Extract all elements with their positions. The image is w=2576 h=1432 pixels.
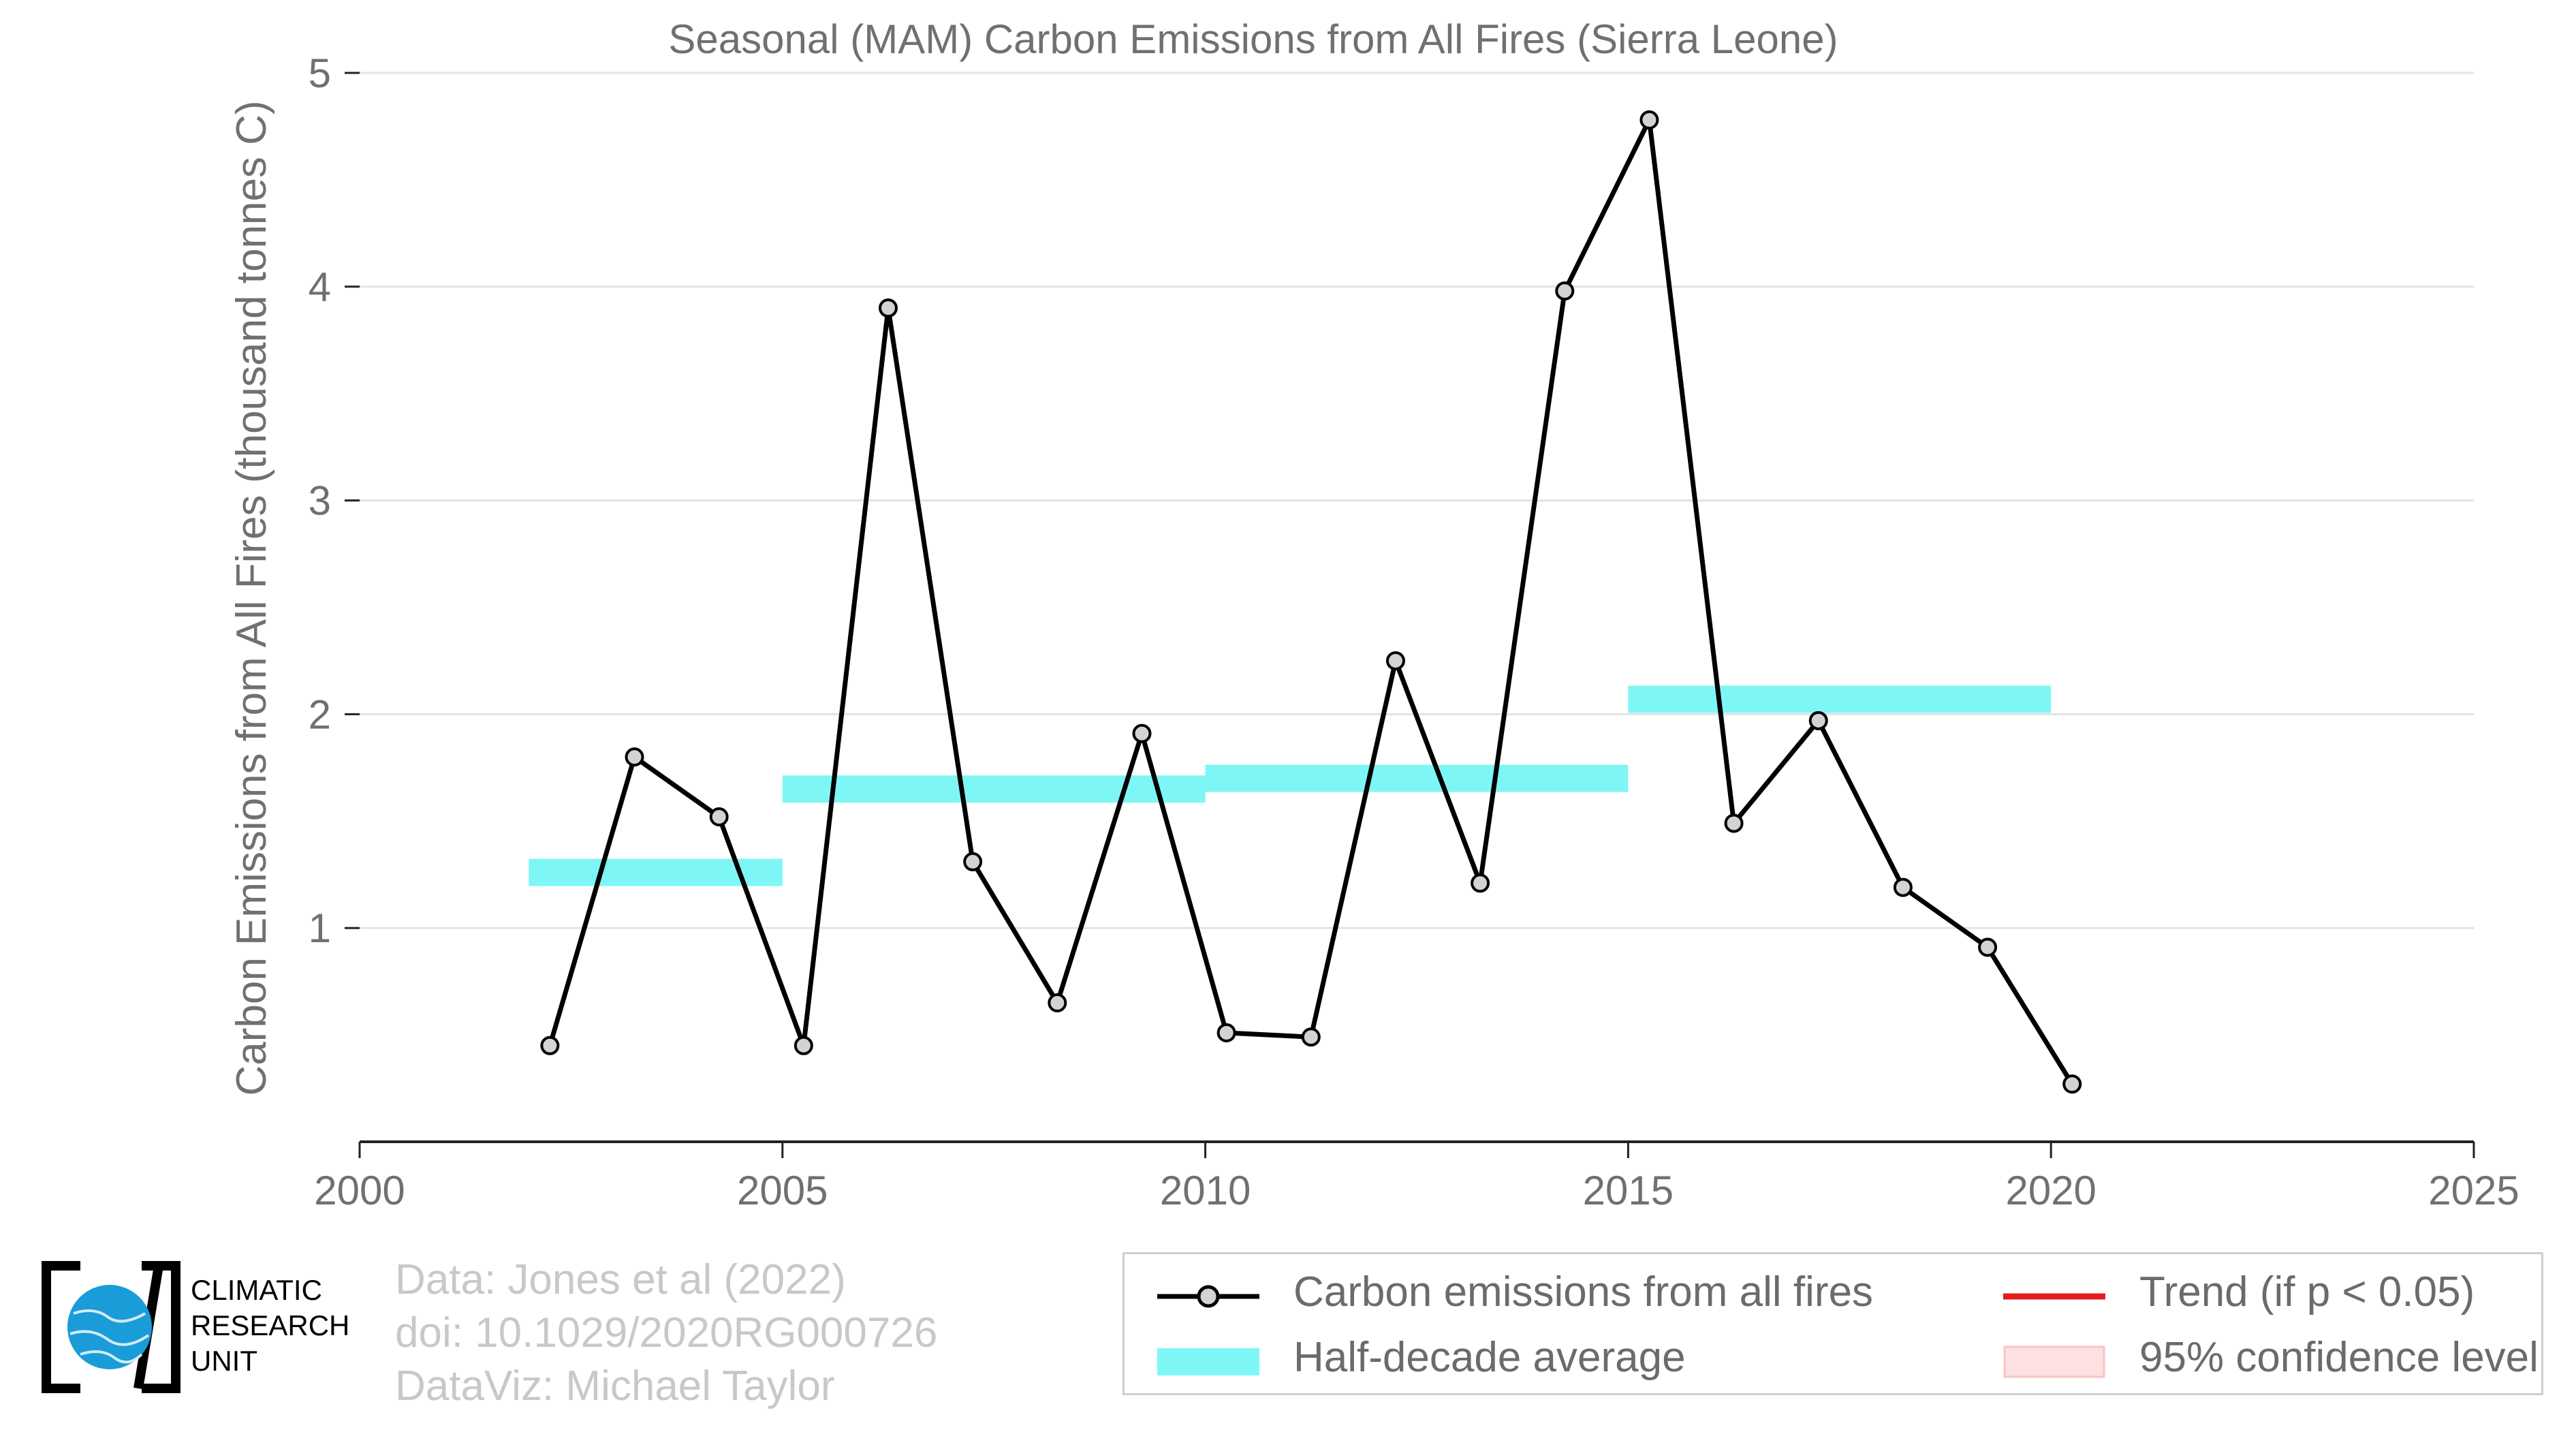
bar-legend-icon xyxy=(1157,1341,1259,1375)
emissions-data-point xyxy=(1385,651,1405,670)
axes: 1 2 3 4 5 2000 2005 2010 2015 2020 2025 xyxy=(309,50,2519,1213)
trend-line-legend-icon xyxy=(2003,1275,2105,1309)
emissions-data-point xyxy=(794,1036,813,1055)
legend-item-emissions: Carbon emissions from all fires xyxy=(1157,1268,1873,1316)
credit-doi: doi: 10.1029/2020RG000726 xyxy=(395,1309,938,1356)
legend-item-confidence: 95% confidence level xyxy=(2003,1333,2539,1382)
x-tick-label: 2005 xyxy=(737,1168,828,1213)
x-tick-label: 2015 xyxy=(1583,1168,1674,1213)
emissions-data-point xyxy=(963,852,983,871)
cru-logo-text: CLIMATIC RESEARCH UNIT xyxy=(191,1273,349,1379)
emissions-data-point xyxy=(1471,873,1490,893)
emissions-data-point xyxy=(540,1036,560,1055)
y-axis-label: Carbon Emissions from All Fires (thousan… xyxy=(228,100,275,1095)
x-tick-label: 2010 xyxy=(1160,1168,1251,1213)
emissions-series xyxy=(540,110,2082,1094)
emissions-data-point xyxy=(1893,877,1913,897)
emissions-data-point xyxy=(1724,813,1744,833)
logo-line-1: CLIMATIC xyxy=(191,1274,322,1306)
chart-title: Seasonal (MAM) Carbon Emissions from All… xyxy=(668,16,1838,62)
cru-logo xyxy=(40,1259,183,1395)
emissions-data-point xyxy=(1978,937,1998,957)
emissions-data-point xyxy=(1048,993,1067,1013)
legend-item-trend: Trend (if p < 0.05) xyxy=(2003,1268,2475,1316)
y-tick-label: 3 xyxy=(309,478,331,524)
credit-dataviz: DataViz: Michael Taylor xyxy=(395,1363,835,1410)
grid-lines xyxy=(360,72,2474,929)
logo-line-3: UNIT xyxy=(191,1345,257,1377)
y-tick-label: 5 xyxy=(309,50,331,96)
half-decade-average-bar xyxy=(782,775,1206,803)
data-credits: Data: Jones et al (2022) doi: 10.1029/20… xyxy=(395,1254,937,1413)
x-tick-label: 2020 xyxy=(2005,1168,2096,1213)
emissions-data-point xyxy=(879,298,898,318)
emissions-data-point xyxy=(1132,723,1152,743)
legend-label-trend: Trend (if p < 0.05) xyxy=(2139,1268,2475,1316)
confidence-box-legend-icon xyxy=(2003,1341,2105,1377)
logo-line-2: RESEARCH xyxy=(191,1309,350,1341)
credit-data-source: Data: Jones et al (2022) xyxy=(395,1256,846,1303)
y-tick-label: 4 xyxy=(309,264,331,310)
emissions-data-point xyxy=(1555,281,1575,301)
line-marker-legend-icon xyxy=(1157,1275,1259,1309)
emissions-data-point xyxy=(2062,1074,2082,1094)
legend-label-confidence: 95% confidence level xyxy=(2139,1334,2539,1381)
half-decade-average-bar xyxy=(1628,685,2052,713)
legend-label-half-decade: Half-decade average xyxy=(1293,1334,1686,1381)
emissions-data-point xyxy=(1216,1023,1236,1042)
emissions-data-point xyxy=(1301,1027,1321,1047)
emissions-data-point xyxy=(625,747,644,767)
emissions-data-point xyxy=(1808,711,1828,730)
half-decade-average-bar xyxy=(1205,764,1629,792)
chart-legend: Carbon emissions from all fires Half-dec… xyxy=(1122,1252,2543,1395)
x-tick-label: 2025 xyxy=(2428,1168,2519,1213)
legend-label-emissions: Carbon emissions from all fires xyxy=(1293,1268,1874,1316)
y-tick-label: 2 xyxy=(309,691,331,737)
chart-canvas: 1 2 3 4 5 2000 2005 2010 2015 2020 2025 Seasonal (… xyxy=(228,16,2519,1213)
emissions-data-point xyxy=(1639,110,1659,130)
emissions-data-point xyxy=(709,807,729,827)
cru-globe-logo-icon xyxy=(42,1261,180,1393)
half-decade-average-bars xyxy=(529,685,2052,886)
y-tick-label: 1 xyxy=(309,905,331,951)
emissions-line xyxy=(548,117,2075,1086)
x-tick-label: 2000 xyxy=(314,1168,405,1213)
legend-item-half-decade: Half-decade average xyxy=(1157,1333,1686,1382)
